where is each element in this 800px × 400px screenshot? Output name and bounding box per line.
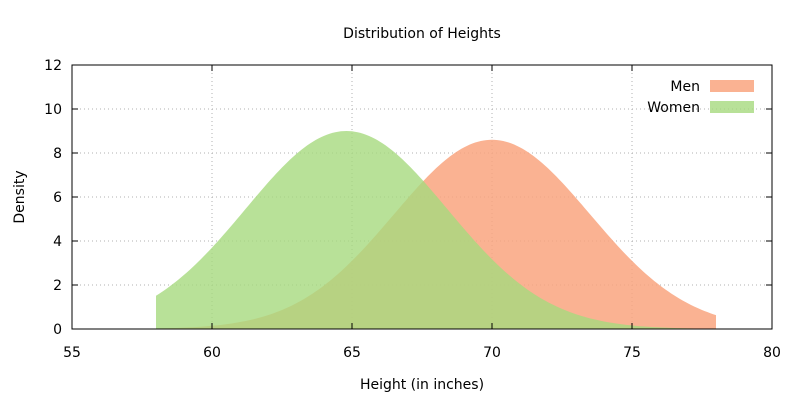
y-tick-label: 2	[53, 278, 62, 294]
x-tick-label: 70	[483, 345, 501, 361]
y-tick-label: 0	[53, 322, 62, 338]
y-axis-label: Density	[12, 170, 28, 223]
x-tick-label: 75	[623, 345, 641, 361]
x-tick-label: 60	[203, 345, 221, 361]
legend-label-men: Men	[670, 79, 700, 95]
x-axis-label: Height (in inches)	[360, 377, 484, 393]
axes: 55 60 65 70 75 80 0 2 4 6 8 10 12	[44, 58, 781, 361]
legend-label-women: Women	[647, 100, 700, 116]
y-tick-label: 6	[53, 190, 62, 206]
legend: Men Women	[647, 79, 754, 116]
legend-swatch-men	[710, 80, 754, 92]
x-tick-label: 80	[763, 345, 781, 361]
y-tick-label: 4	[53, 234, 62, 250]
y-tick-label: 10	[44, 102, 62, 118]
area-women	[156, 131, 716, 329]
x-tick-label: 65	[343, 345, 361, 361]
x-tick-label: 55	[63, 345, 81, 361]
series-areas	[156, 131, 716, 329]
legend-swatch-women	[710, 101, 754, 113]
chart-title: Distribution of Heights	[343, 26, 501, 42]
y-tick-label: 8	[53, 146, 62, 162]
y-tick-label: 12	[44, 58, 62, 74]
